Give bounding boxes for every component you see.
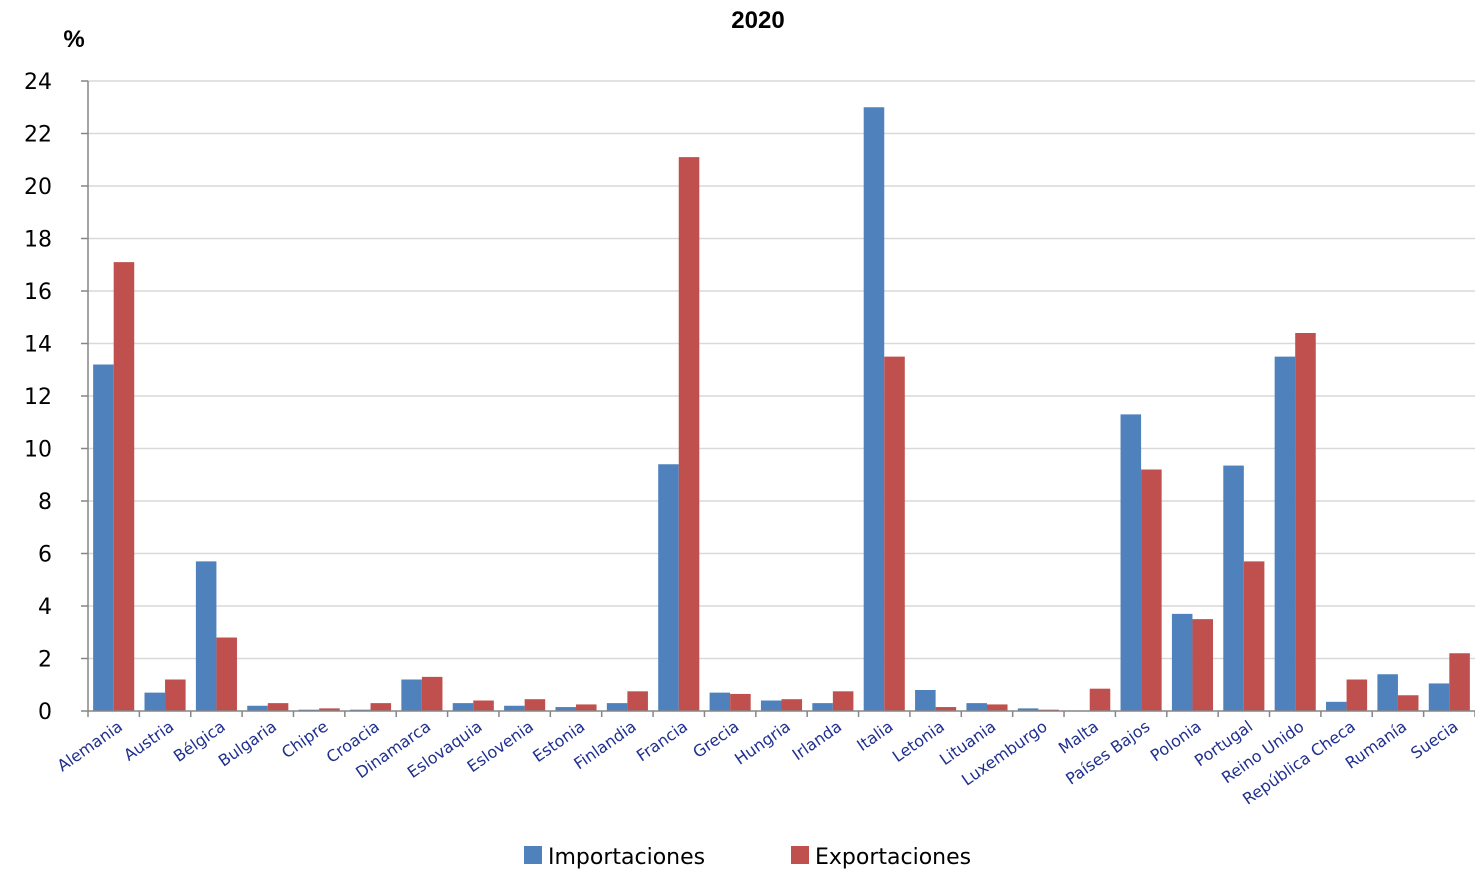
bar-exportaciones	[113, 262, 135, 711]
axes	[81, 80, 1475, 717]
legend: Importaciones Exportaciones	[524, 845, 971, 870]
bar-exportaciones	[986, 704, 1008, 711]
x-tick-label: Hungria	[731, 717, 794, 769]
y-axis-unit-label: %	[63, 26, 84, 53]
bar-importaciones	[1274, 356, 1296, 711]
y-tick-label: 16	[24, 280, 52, 305]
bar-importaciones	[1428, 683, 1450, 711]
bar-exportaciones	[1192, 619, 1214, 711]
y-tick-label: 4	[38, 595, 52, 620]
bar-importaciones	[93, 364, 114, 711]
legend-swatch	[524, 846, 542, 864]
y-tick-label: 6	[38, 543, 52, 568]
bar-importaciones	[401, 679, 422, 711]
y-tick-label: 8	[38, 490, 52, 515]
bar-importaciones	[1326, 701, 1347, 711]
bar-importaciones	[144, 692, 166, 711]
bar-importaciones	[452, 703, 474, 711]
bar-exportaciones	[1397, 695, 1419, 711]
bar-exportaciones	[678, 157, 700, 711]
bar-importaciones	[555, 707, 577, 711]
bar-exportaciones	[267, 703, 289, 711]
bar-exportaciones	[832, 691, 854, 711]
bar-exportaciones	[627, 691, 648, 711]
bar-exportaciones	[884, 356, 905, 711]
bar-importaciones	[1171, 613, 1193, 711]
x-tick-label: Irlanda	[789, 717, 845, 764]
bar-importaciones	[1017, 708, 1039, 711]
y-tick-label: 22	[24, 123, 52, 148]
bar-importaciones	[1120, 414, 1142, 711]
bar-exportaciones	[730, 693, 751, 711]
y-tick-label: 10	[24, 438, 52, 463]
y-tick-label: 24	[24, 70, 52, 95]
bar-importaciones	[915, 690, 936, 711]
bar-exportaciones	[576, 704, 597, 711]
x-tick-label: Bulgaria	[215, 717, 280, 771]
bar-exportaciones	[1449, 653, 1470, 711]
x-tick-labels: AlemaniaAustriaBélgicaBulgariaChipreCroa…	[54, 717, 1462, 809]
legend-label: Importaciones	[548, 845, 705, 870]
bar-exportaciones	[1295, 333, 1316, 711]
bar-exportaciones	[1089, 688, 1111, 711]
y-tick-label: 18	[24, 228, 52, 253]
y-tick-label: 14	[24, 333, 52, 358]
bar-importaciones	[1377, 674, 1398, 711]
x-tick-label: Austria	[120, 717, 177, 765]
x-tick-label: Chipre	[278, 717, 331, 762]
bar-importaciones	[504, 705, 525, 711]
bar-exportaciones	[1346, 679, 1368, 711]
y-tick-label: 12	[24, 385, 52, 410]
bar-exportaciones	[421, 676, 443, 711]
bar-importaciones	[606, 703, 628, 711]
bar-importaciones	[966, 703, 987, 711]
bar-importaciones	[760, 700, 782, 711]
bar-importaciones	[195, 561, 217, 711]
bar-exportaciones	[1243, 561, 1265, 711]
bar-exportaciones	[216, 637, 237, 711]
x-tick-label: Suecia	[1407, 717, 1461, 763]
bar-exportaciones	[473, 700, 494, 711]
legend-swatch	[791, 846, 809, 864]
bar-exportaciones	[319, 708, 340, 711]
bar-exportaciones	[165, 679, 186, 711]
gridlines	[88, 80, 1475, 660]
bar-exportaciones	[781, 699, 803, 711]
bar-exportaciones	[935, 707, 957, 711]
x-tick-label: Francia	[633, 717, 691, 766]
bar-importaciones	[247, 705, 268, 711]
bars	[93, 107, 1470, 711]
bar-exportaciones	[370, 703, 392, 711]
bar-importaciones	[863, 107, 885, 711]
bar-exportaciones	[524, 699, 546, 711]
bar-importaciones	[812, 703, 833, 711]
y-tick-label: 20	[24, 175, 52, 200]
bar-importaciones	[709, 692, 731, 711]
bar-importaciones	[658, 464, 679, 711]
x-tick-label: Alemania	[54, 717, 126, 776]
chart-title: 2020	[731, 7, 784, 34]
y-tick-label: 2	[38, 648, 52, 673]
legend-label: Exportaciones	[815, 845, 971, 870]
bar-exportaciones	[1141, 469, 1162, 711]
bar-importaciones	[1223, 465, 1244, 711]
y-tick-label: 0	[38, 700, 52, 725]
